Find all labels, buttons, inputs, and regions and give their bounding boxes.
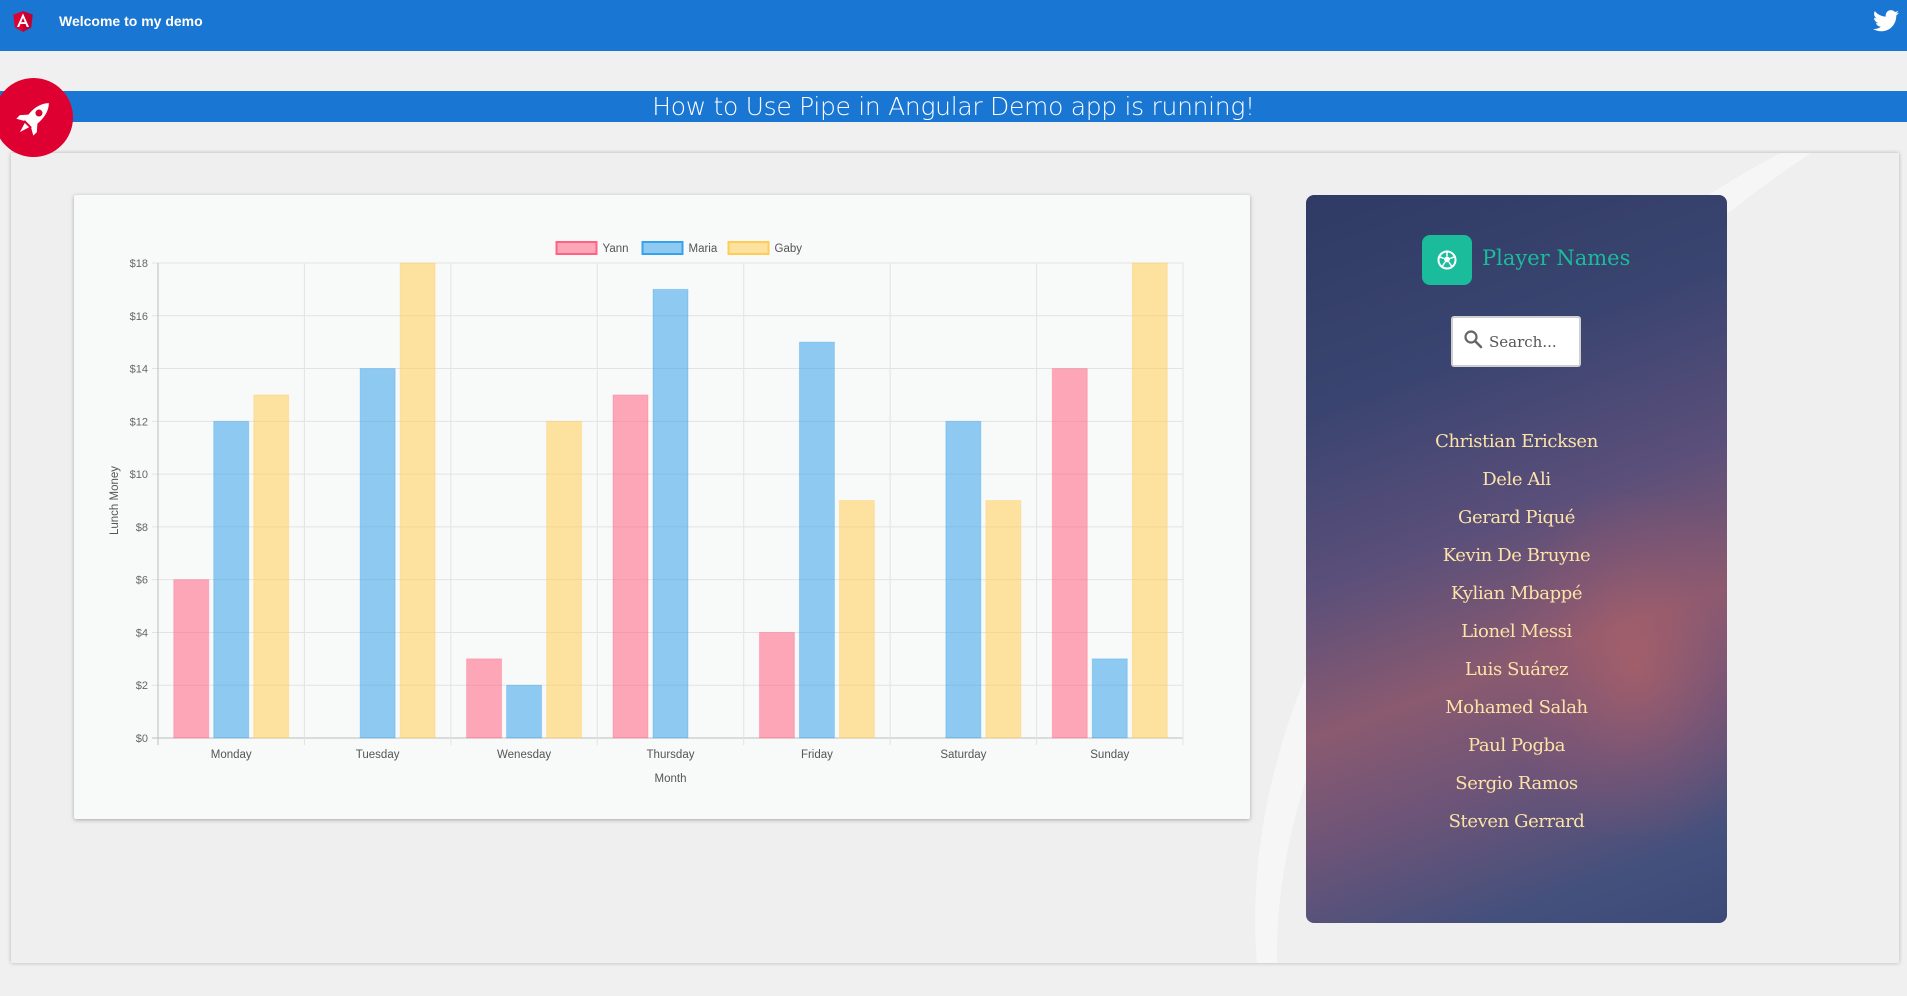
x-axis-title: Month — [655, 773, 687, 785]
y-tick-label: $16 — [130, 311, 148, 323]
x-tick-label: Friday — [801, 749, 833, 761]
bar-gaby[interactable] — [985, 500, 1022, 739]
legend-label[interactable]: Gaby — [775, 243, 803, 255]
y-tick-label: $4 — [136, 627, 148, 639]
y-tick-label: $12 — [130, 416, 148, 428]
banner-text: How to Use Pipe in Angular Demo app is r… — [652, 92, 1255, 121]
bar-maria[interactable] — [213, 420, 250, 739]
running-banner: How to Use Pipe in Angular Demo app is r… — [0, 91, 1907, 122]
soccer-ball-icon — [1437, 250, 1457, 270]
legend-label[interactable]: Yann — [603, 243, 629, 255]
top-toolbar: Welcome to my demo — [0, 0, 1907, 51]
bar-gaby[interactable] — [838, 500, 875, 739]
player-name-item[interactable]: Lionel Messi — [1461, 621, 1572, 642]
x-tick-label: Tuesday — [356, 749, 400, 761]
bar-maria[interactable] — [1091, 658, 1128, 739]
players-icon-tile — [1422, 235, 1472, 285]
player-name-item[interactable]: Steven Gerrard — [1448, 811, 1585, 832]
y-tick-label: $14 — [130, 364, 148, 376]
bar-gaby[interactable] — [1131, 262, 1168, 739]
rocket-icon — [16, 103, 49, 136]
x-tick-label: Sunday — [1090, 749, 1129, 761]
bar-yann[interactable] — [612, 394, 649, 739]
player-name-item[interactable]: Dele Ali — [1482, 469, 1551, 490]
search-icon — [1464, 330, 1483, 349]
toolbar-title: Welcome to my demo — [59, 13, 203, 29]
player-name-item[interactable]: Paul Pogba — [1467, 735, 1566, 756]
chart-card: $0 $2 $4 $6 $8 $10 $12 $14 $16 $18 Monday Tuesday We… — [74, 195, 1250, 819]
player-name-item[interactable]: Kevin De Bruyne — [1442, 545, 1591, 566]
player-name-item[interactable]: Mohamed Salah — [1445, 697, 1588, 718]
bar-maria[interactable] — [359, 368, 396, 739]
legend-swatch-yann[interactable] — [555, 241, 598, 255]
bar-gaby[interactable] — [399, 262, 436, 739]
background-glow — [1506, 495, 1727, 835]
x-tick-label: Thursday — [647, 749, 695, 761]
players-title: Player Names — [1482, 246, 1631, 270]
search-input[interactable] — [1489, 331, 1575, 353]
y-tick-label: $2 — [136, 680, 148, 692]
player-name-item[interactable]: Kylian Mbappé — [1450, 583, 1583, 604]
y-tick-label: $10 — [130, 469, 148, 481]
bar-yann[interactable] — [758, 631, 795, 739]
y-tick-label: $18 — [130, 258, 148, 270]
player-name-item[interactable]: Luis Suárez — [1464, 659, 1569, 680]
rocket-badge — [0, 78, 73, 157]
legend-label[interactable]: Maria — [689, 243, 718, 255]
bar-yann[interactable] — [1051, 368, 1088, 739]
player-list: Christian Ericksen Dele Ali Gerard Piqué Ke… — [1306, 423, 1727, 841]
bar-gaby[interactable] — [253, 394, 290, 739]
player-names-card: Player Names Christian Ericksen Dele Ali G… — [1306, 195, 1727, 923]
player-name-item[interactable]: Sergio Ramos — [1455, 773, 1578, 794]
player-name-item[interactable]: Christian Ericksen — [1435, 431, 1598, 452]
player-name-item[interactable]: Gerard Piqué — [1457, 507, 1576, 528]
y-axis-title: Lunch Money — [109, 466, 121, 535]
twitter-icon[interactable] — [1873, 10, 1899, 32]
x-tick-label: Monday — [211, 749, 252, 761]
legend-swatch-maria[interactable] — [641, 241, 684, 255]
bar-maria[interactable] — [798, 341, 835, 739]
bar-maria[interactable] — [506, 684, 543, 739]
bar-maria[interactable] — [652, 288, 689, 739]
y-tick-label: $8 — [136, 522, 148, 534]
y-tick-label: $0 — [136, 733, 148, 745]
legend-swatch-gaby[interactable] — [727, 241, 770, 255]
bar-chart: $0 $2 $4 $6 $8 $10 $12 $14 $16 $18 Monday Tuesday We… — [109, 241, 1184, 785]
search-box[interactable] — [1451, 316, 1581, 367]
bar-maria[interactable] — [945, 420, 982, 739]
bar-yann[interactable] — [173, 579, 210, 739]
bar-gaby[interactable] — [546, 420, 583, 739]
x-tick-label: Saturday — [940, 749, 986, 761]
angular-logo-icon[interactable] — [10, 6, 36, 36]
x-tick-label: Wenesday — [497, 749, 551, 761]
bar-yann[interactable] — [466, 658, 503, 739]
y-tick-label: $6 — [136, 575, 148, 587]
